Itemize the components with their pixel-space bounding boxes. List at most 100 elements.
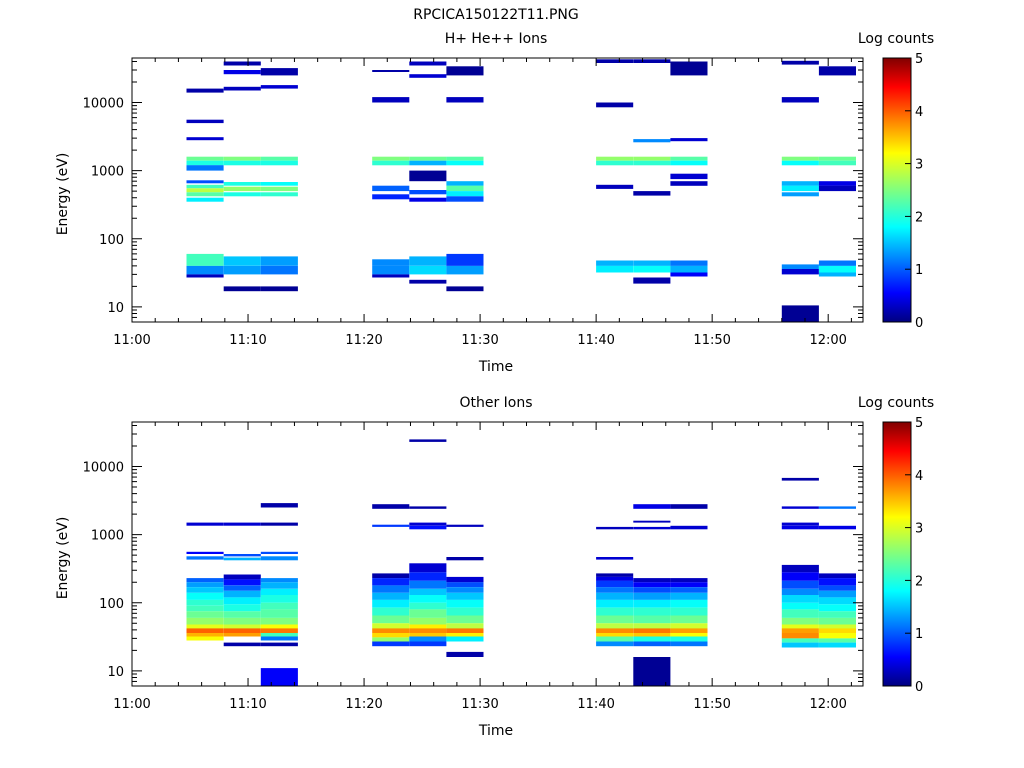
heatmap-cell — [223, 522, 261, 526]
heatmap-cell — [223, 286, 261, 292]
heatmap-cell — [409, 525, 447, 530]
heatmap-cell — [409, 439, 447, 442]
heatmap-cell — [372, 585, 410, 593]
heatmap-cell — [260, 286, 298, 292]
heatmap-cell — [186, 592, 224, 600]
heatmap-cell — [818, 642, 856, 648]
heatmap-cell — [818, 597, 856, 605]
heatmap-cell — [818, 525, 856, 530]
heatmap-cell — [596, 265, 634, 273]
heatmap-cells — [186, 439, 856, 686]
heatmap-cell — [633, 265, 671, 273]
heatmap-cell — [372, 156, 410, 161]
heatmap-cell — [633, 607, 671, 616]
heatmap-cell — [446, 557, 484, 561]
heatmap-cell — [633, 260, 671, 266]
heatmap-cell — [372, 97, 410, 103]
colorbar-tick-label: 1 — [915, 627, 923, 642]
heatmap-cell — [446, 651, 484, 657]
heatmap-cell — [670, 138, 708, 142]
heatmap-cell — [670, 607, 708, 616]
heatmap-cell — [223, 590, 261, 598]
heatmap-cell — [781, 506, 819, 509]
heatmap-cell — [446, 191, 484, 197]
panel-h-he-ions: H+ He++ Ions Log counts 11:00 11:10 11:20 1… — [55, 31, 934, 375]
heatmap-cell — [186, 197, 224, 202]
heatmap-cell — [670, 578, 708, 583]
heatmap-cell — [260, 265, 298, 275]
heatmap-cell — [260, 633, 298, 637]
heatmap-cell — [372, 578, 410, 586]
x-axis-label: Time — [478, 359, 513, 375]
heatmap-cell — [223, 604, 261, 612]
heatmap-cell — [781, 264, 819, 269]
heatmap-cell — [223, 617, 261, 625]
heatmap-cell — [633, 277, 671, 284]
heatmap-cell — [781, 609, 819, 618]
heatmap-cell — [223, 557, 261, 561]
heatmap-cell — [633, 156, 671, 161]
heatmap-cell — [596, 557, 634, 560]
heatmap-cell — [781, 522, 819, 526]
heatmap-cell — [223, 160, 261, 166]
heatmap-cell — [781, 642, 819, 648]
panel-other-ions: Other Ions Log counts 11:00 11:10 11:20 11:… — [55, 395, 934, 739]
heatmap-cell — [670, 272, 708, 277]
heatmap-cell — [409, 595, 447, 603]
heatmap-cell — [446, 599, 484, 608]
heatmap-cell — [670, 592, 708, 600]
heatmap-cell — [223, 554, 261, 557]
heatmap-cell — [186, 522, 224, 526]
heatmap-cell — [781, 156, 819, 161]
heatmap-cell — [818, 181, 856, 186]
heatmap-cell — [670, 615, 708, 624]
heatmap-cell — [633, 191, 671, 196]
heatmap-cell — [781, 269, 819, 275]
y-tick-label: 100 — [99, 597, 124, 612]
heatmap-cell — [409, 580, 447, 589]
heatmap-cell — [633, 615, 671, 624]
heatmap-cell — [446, 587, 484, 593]
heatmap-cell — [186, 188, 224, 193]
axes: 11:00 11:10 11:20 11:30 11:40 11:50 12:00 10 100… — [83, 58, 863, 348]
heatmap-cell — [781, 60, 819, 65]
colorbar-tick-label: 5 — [915, 416, 923, 431]
heatmap-cell — [596, 156, 634, 161]
heatmap-cell — [223, 597, 261, 605]
heatmap-cell — [781, 580, 819, 589]
heatmap-cell — [372, 70, 410, 72]
heatmap-cell — [223, 61, 261, 66]
colorbar-label: Log counts — [858, 31, 934, 47]
heatmap-cell — [818, 628, 856, 633]
heatmap-cell — [781, 477, 819, 481]
heatmap-cell — [670, 636, 708, 642]
heatmap-cell — [446, 66, 484, 76]
heatmap-cell — [186, 556, 224, 560]
colorbar-ticks: 0 1 2 3 4 5 — [905, 416, 923, 695]
colorbar-tick-label: 2 — [915, 574, 923, 589]
x-tick-label: 11:40 — [577, 697, 614, 712]
heatmap-cell — [409, 279, 447, 284]
y-tick-label: 10000 — [83, 97, 124, 112]
heatmap-cell — [596, 623, 634, 629]
heatmap-cell — [633, 628, 671, 633]
heatmap-cell — [633, 592, 671, 600]
heatmap-cell — [223, 70, 261, 75]
heatmap-cell — [372, 623, 410, 629]
heatmap-cell — [633, 139, 671, 143]
heatmap-cell — [186, 253, 224, 266]
heatmap-cell — [633, 587, 671, 593]
heatmap-cell — [409, 522, 447, 526]
heatmap-cell — [596, 102, 634, 108]
heatmap-cell — [446, 265, 484, 275]
heatmap-cell — [260, 156, 298, 161]
heatmap-cell — [223, 579, 261, 586]
heatmap-cell — [372, 194, 410, 200]
heatmap-cell — [818, 578, 856, 586]
heatmap-cell — [818, 638, 856, 643]
heatmap-cell — [372, 615, 410, 624]
heatmap-cell — [186, 605, 224, 612]
heatmap-cell — [186, 156, 224, 161]
heatmap-cell — [409, 617, 447, 625]
heatmap-cell — [409, 572, 447, 581]
